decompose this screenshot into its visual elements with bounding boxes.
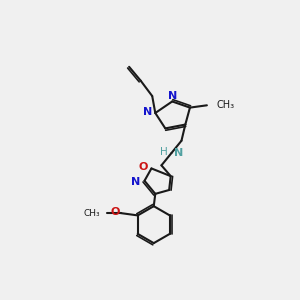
Text: N: N bbox=[143, 107, 152, 117]
Text: CH₃: CH₃ bbox=[83, 208, 100, 217]
Text: N: N bbox=[168, 91, 177, 101]
Text: N: N bbox=[174, 148, 183, 158]
Text: N: N bbox=[131, 176, 141, 187]
Text: CH₃: CH₃ bbox=[216, 100, 234, 110]
Text: O: O bbox=[111, 207, 120, 217]
Text: H: H bbox=[160, 147, 168, 157]
Text: O: O bbox=[138, 162, 148, 172]
